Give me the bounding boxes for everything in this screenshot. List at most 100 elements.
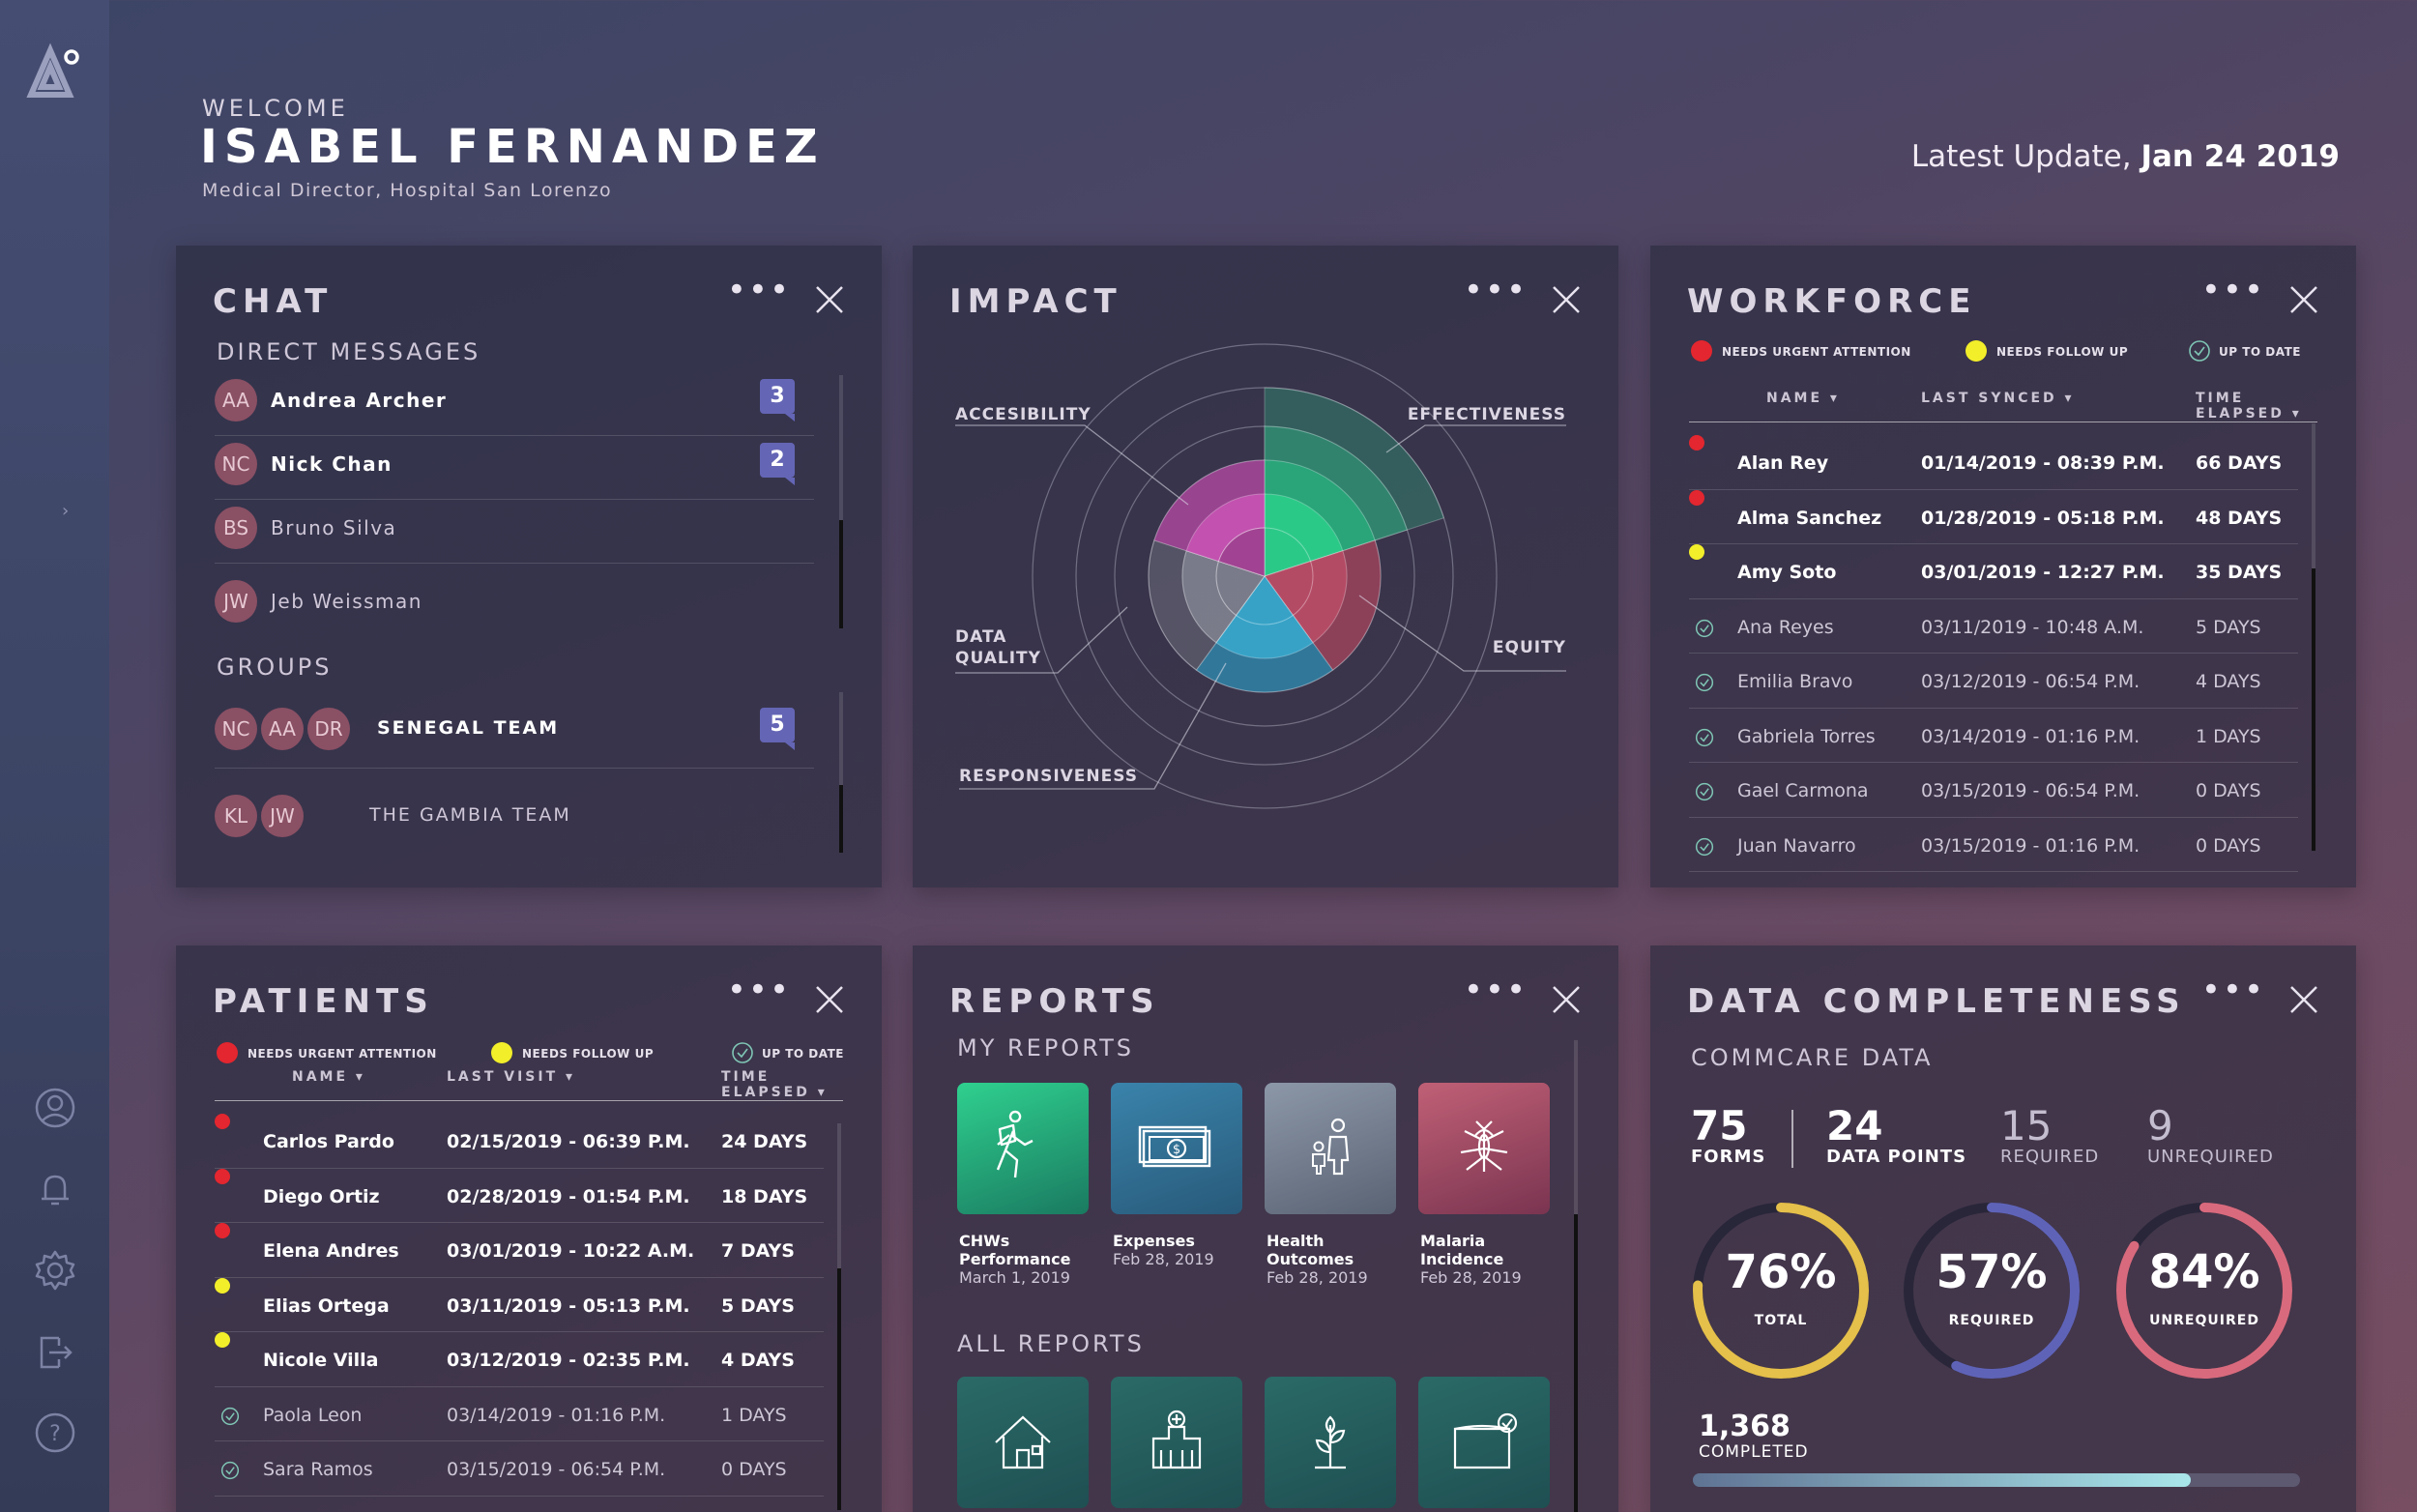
table-row[interactable]: Paola Leon 03/14/2019 - 01:16 P.M. 1 DAYS bbox=[215, 1387, 843, 1441]
check-circle-icon bbox=[732, 1042, 753, 1063]
dm-item[interactable]: AA Andrea Archer 3 bbox=[215, 371, 824, 436]
app-logo-icon[interactable] bbox=[25, 43, 83, 101]
column-header[interactable]: NAME ▾ bbox=[292, 1069, 365, 1085]
my-reports-label: MY REPORTS bbox=[957, 1034, 1135, 1061]
more-options-icon[interactable]: ••• bbox=[2200, 271, 2265, 309]
row-date: 03/12/2019 - 06:54 P.M. bbox=[1921, 671, 2140, 692]
row-divider bbox=[1689, 543, 2298, 544]
table-row[interactable]: Emilia Bravo 03/12/2019 - 06:54 P.M. 4 DAY… bbox=[1689, 654, 2317, 709]
dm-item[interactable]: JW Jeb Weissman bbox=[215, 572, 824, 630]
completeness-gauge: 57% REQUIRED bbox=[1900, 1199, 2083, 1382]
table-row[interactable]: Ana Reyes 03/11/2019 - 10:48 A.M. 5 DAYS bbox=[1689, 599, 2317, 654]
logout-icon[interactable] bbox=[34, 1330, 76, 1373]
leader-line bbox=[1385, 424, 1566, 453]
table-row[interactable]: Alan Rey 01/14/2019 - 08:39 P.M. 66 DAYS bbox=[1689, 435, 2317, 490]
row-date: 03/11/2019 - 10:48 A.M. bbox=[1921, 616, 2144, 638]
table-row[interactable]: Nicole Villa 03/12/2019 - 02:35 P.M. 4 DAY… bbox=[215, 1332, 843, 1387]
row-elapsed: 4 DAYS bbox=[721, 1350, 795, 1371]
gauge-arc bbox=[2116, 1203, 2292, 1379]
report-name-2: Incidence bbox=[1420, 1250, 1504, 1268]
table-row[interactable]: Elena Andres 03/01/2019 - 10:22 A.M. 7 DAY… bbox=[215, 1223, 843, 1278]
row-divider bbox=[1689, 871, 2298, 872]
column-header[interactable]: NAME ▾ bbox=[1766, 391, 1840, 406]
table-row[interactable]: Elias Ortega 03/11/2019 - 05:13 P.M. 5 DAY… bbox=[215, 1277, 843, 1332]
column-header[interactable]: TIME ELAPSED ▾ bbox=[2196, 391, 2302, 422]
table-row[interactable]: Alma Sanchez 01/28/2019 - 05:18 P.M. 48 DA… bbox=[1689, 489, 2317, 544]
bell-icon[interactable] bbox=[34, 1168, 76, 1210]
table-row[interactable]: Sara Ramos 03/15/2019 - 06:54 P.M. 0 DAYS bbox=[215, 1441, 843, 1497]
more-options-icon[interactable]: ••• bbox=[2200, 971, 2265, 1009]
report-tile[interactable] bbox=[1111, 1377, 1242, 1508]
table-row[interactable]: Diego Ortiz 02/28/2019 - 01:54 P.M. 18 DAY… bbox=[215, 1168, 843, 1223]
table-row[interactable]: Gabriela Torres 03/14/2019 - 01:16 P.M. 1 … bbox=[1689, 709, 2317, 763]
close-icon[interactable] bbox=[2288, 984, 2319, 1015]
urgent-status-dot bbox=[215, 1168, 230, 1184]
column-header[interactable]: LAST SYNCED ▾ bbox=[1921, 391, 2075, 406]
scrollbar[interactable] bbox=[837, 1123, 841, 1510]
follow-status-dot bbox=[215, 1277, 230, 1294]
avatar: JW bbox=[261, 795, 304, 837]
completeness-gauge: 76% TOTAL bbox=[1689, 1199, 1873, 1382]
dm-item[interactable]: BS Bruno Silva bbox=[215, 499, 824, 564]
metric-label: UNREQUIRED bbox=[2147, 1147, 2274, 1167]
report-tile[interactable] bbox=[957, 1083, 1089, 1214]
sidebar-expand-chevron-icon[interactable]: › bbox=[62, 501, 70, 521]
row-name: Amy Soto bbox=[1737, 562, 1837, 583]
more-options-icon[interactable]: ••• bbox=[726, 971, 791, 1009]
scrollbar[interactable] bbox=[839, 375, 843, 628]
report-tile[interactable] bbox=[957, 1377, 1089, 1508]
close-icon[interactable] bbox=[1551, 284, 1582, 315]
report-tile[interactable] bbox=[1418, 1083, 1550, 1214]
avatar: BS bbox=[215, 507, 257, 549]
dm-item[interactable]: NC Nick Chan 2 bbox=[215, 435, 824, 500]
row-elapsed: 18 DAYS bbox=[721, 1185, 808, 1207]
table-row[interactable]: Carlos Pardo 02/15/2019 - 06:39 P.M. 24 DA… bbox=[215, 1114, 843, 1169]
report-tile[interactable] bbox=[1265, 1377, 1396, 1508]
gauge-percent: 76% bbox=[1725, 1245, 1837, 1299]
completed-label: COMPLETED bbox=[1699, 1442, 1809, 1462]
close-icon[interactable] bbox=[814, 984, 845, 1015]
patients-card: PATIENTS ••• NEEDS URGENT ATTENTION NEEDS… bbox=[176, 945, 882, 1512]
report-tile[interactable] bbox=[1265, 1083, 1396, 1214]
row-divider bbox=[1689, 597, 2298, 599]
gauge-percent: 57% bbox=[1936, 1245, 2048, 1299]
scrollbar[interactable] bbox=[839, 692, 843, 853]
divider bbox=[215, 768, 814, 769]
scrollbar[interactable] bbox=[1574, 1040, 1578, 1512]
folder-check-icon bbox=[1453, 1412, 1518, 1469]
report-name-2: Performance bbox=[959, 1250, 1071, 1268]
column-header[interactable]: LAST VISIT ▾ bbox=[447, 1069, 576, 1085]
urgent-status-dot bbox=[1689, 435, 1704, 451]
group-item[interactable]: NC AA DR SENEGAL TEAM 5 bbox=[215, 700, 824, 769]
close-icon[interactable] bbox=[814, 284, 845, 315]
report-tile[interactable] bbox=[1418, 1377, 1550, 1508]
check-circle-icon bbox=[1695, 619, 1714, 637]
close-icon[interactable] bbox=[2288, 284, 2319, 315]
scrollbar[interactable] bbox=[2312, 423, 2315, 851]
row-elapsed: 0 DAYS bbox=[2196, 834, 2261, 857]
close-icon[interactable] bbox=[1551, 984, 1582, 1015]
row-divider bbox=[1689, 816, 2298, 818]
row-name: Elias Ortega bbox=[263, 1294, 390, 1317]
table-row[interactable]: Amy Soto 03/01/2019 - 12:27 P.M. 35 DAYS bbox=[1689, 544, 2317, 599]
column-header[interactable]: TIME ELAPSED ▾ bbox=[721, 1069, 828, 1100]
follow-status-dot bbox=[215, 1332, 230, 1348]
family-icon bbox=[1312, 1118, 1350, 1176]
follow-legend-dot bbox=[491, 1042, 512, 1063]
row-date: 03/01/2019 - 10:22 A.M. bbox=[447, 1240, 695, 1262]
group-item[interactable]: KL JW THE GAMBIA TEAM bbox=[215, 787, 824, 845]
check-circle-icon bbox=[220, 1461, 240, 1480]
profile-icon[interactable] bbox=[34, 1087, 76, 1129]
more-options-icon[interactable]: ••• bbox=[1463, 971, 1528, 1009]
metric-label: FORMS bbox=[1691, 1147, 1766, 1167]
report-tile[interactable]: $ bbox=[1111, 1083, 1242, 1214]
table-row[interactable]: Gael Carmona 03/15/2019 - 06:54 P.M. 0 DAY… bbox=[1689, 763, 2317, 818]
more-options-icon[interactable]: ••• bbox=[726, 271, 791, 309]
help-icon[interactable]: ? bbox=[34, 1411, 76, 1454]
row-name: Emilia Bravo bbox=[1737, 671, 1853, 692]
gear-icon[interactable] bbox=[34, 1249, 76, 1292]
table-row[interactable]: Juan Navarro 03/15/2019 - 01:16 P.M. 0 DAY… bbox=[1689, 818, 2317, 872]
impact-polar-chart: ACCESIBILITY EFFECTIVENESS DATA QUALITY EQUI… bbox=[955, 343, 1566, 809]
urgent-legend-dot bbox=[217, 1042, 238, 1063]
check-circle-icon bbox=[2189, 340, 2210, 362]
